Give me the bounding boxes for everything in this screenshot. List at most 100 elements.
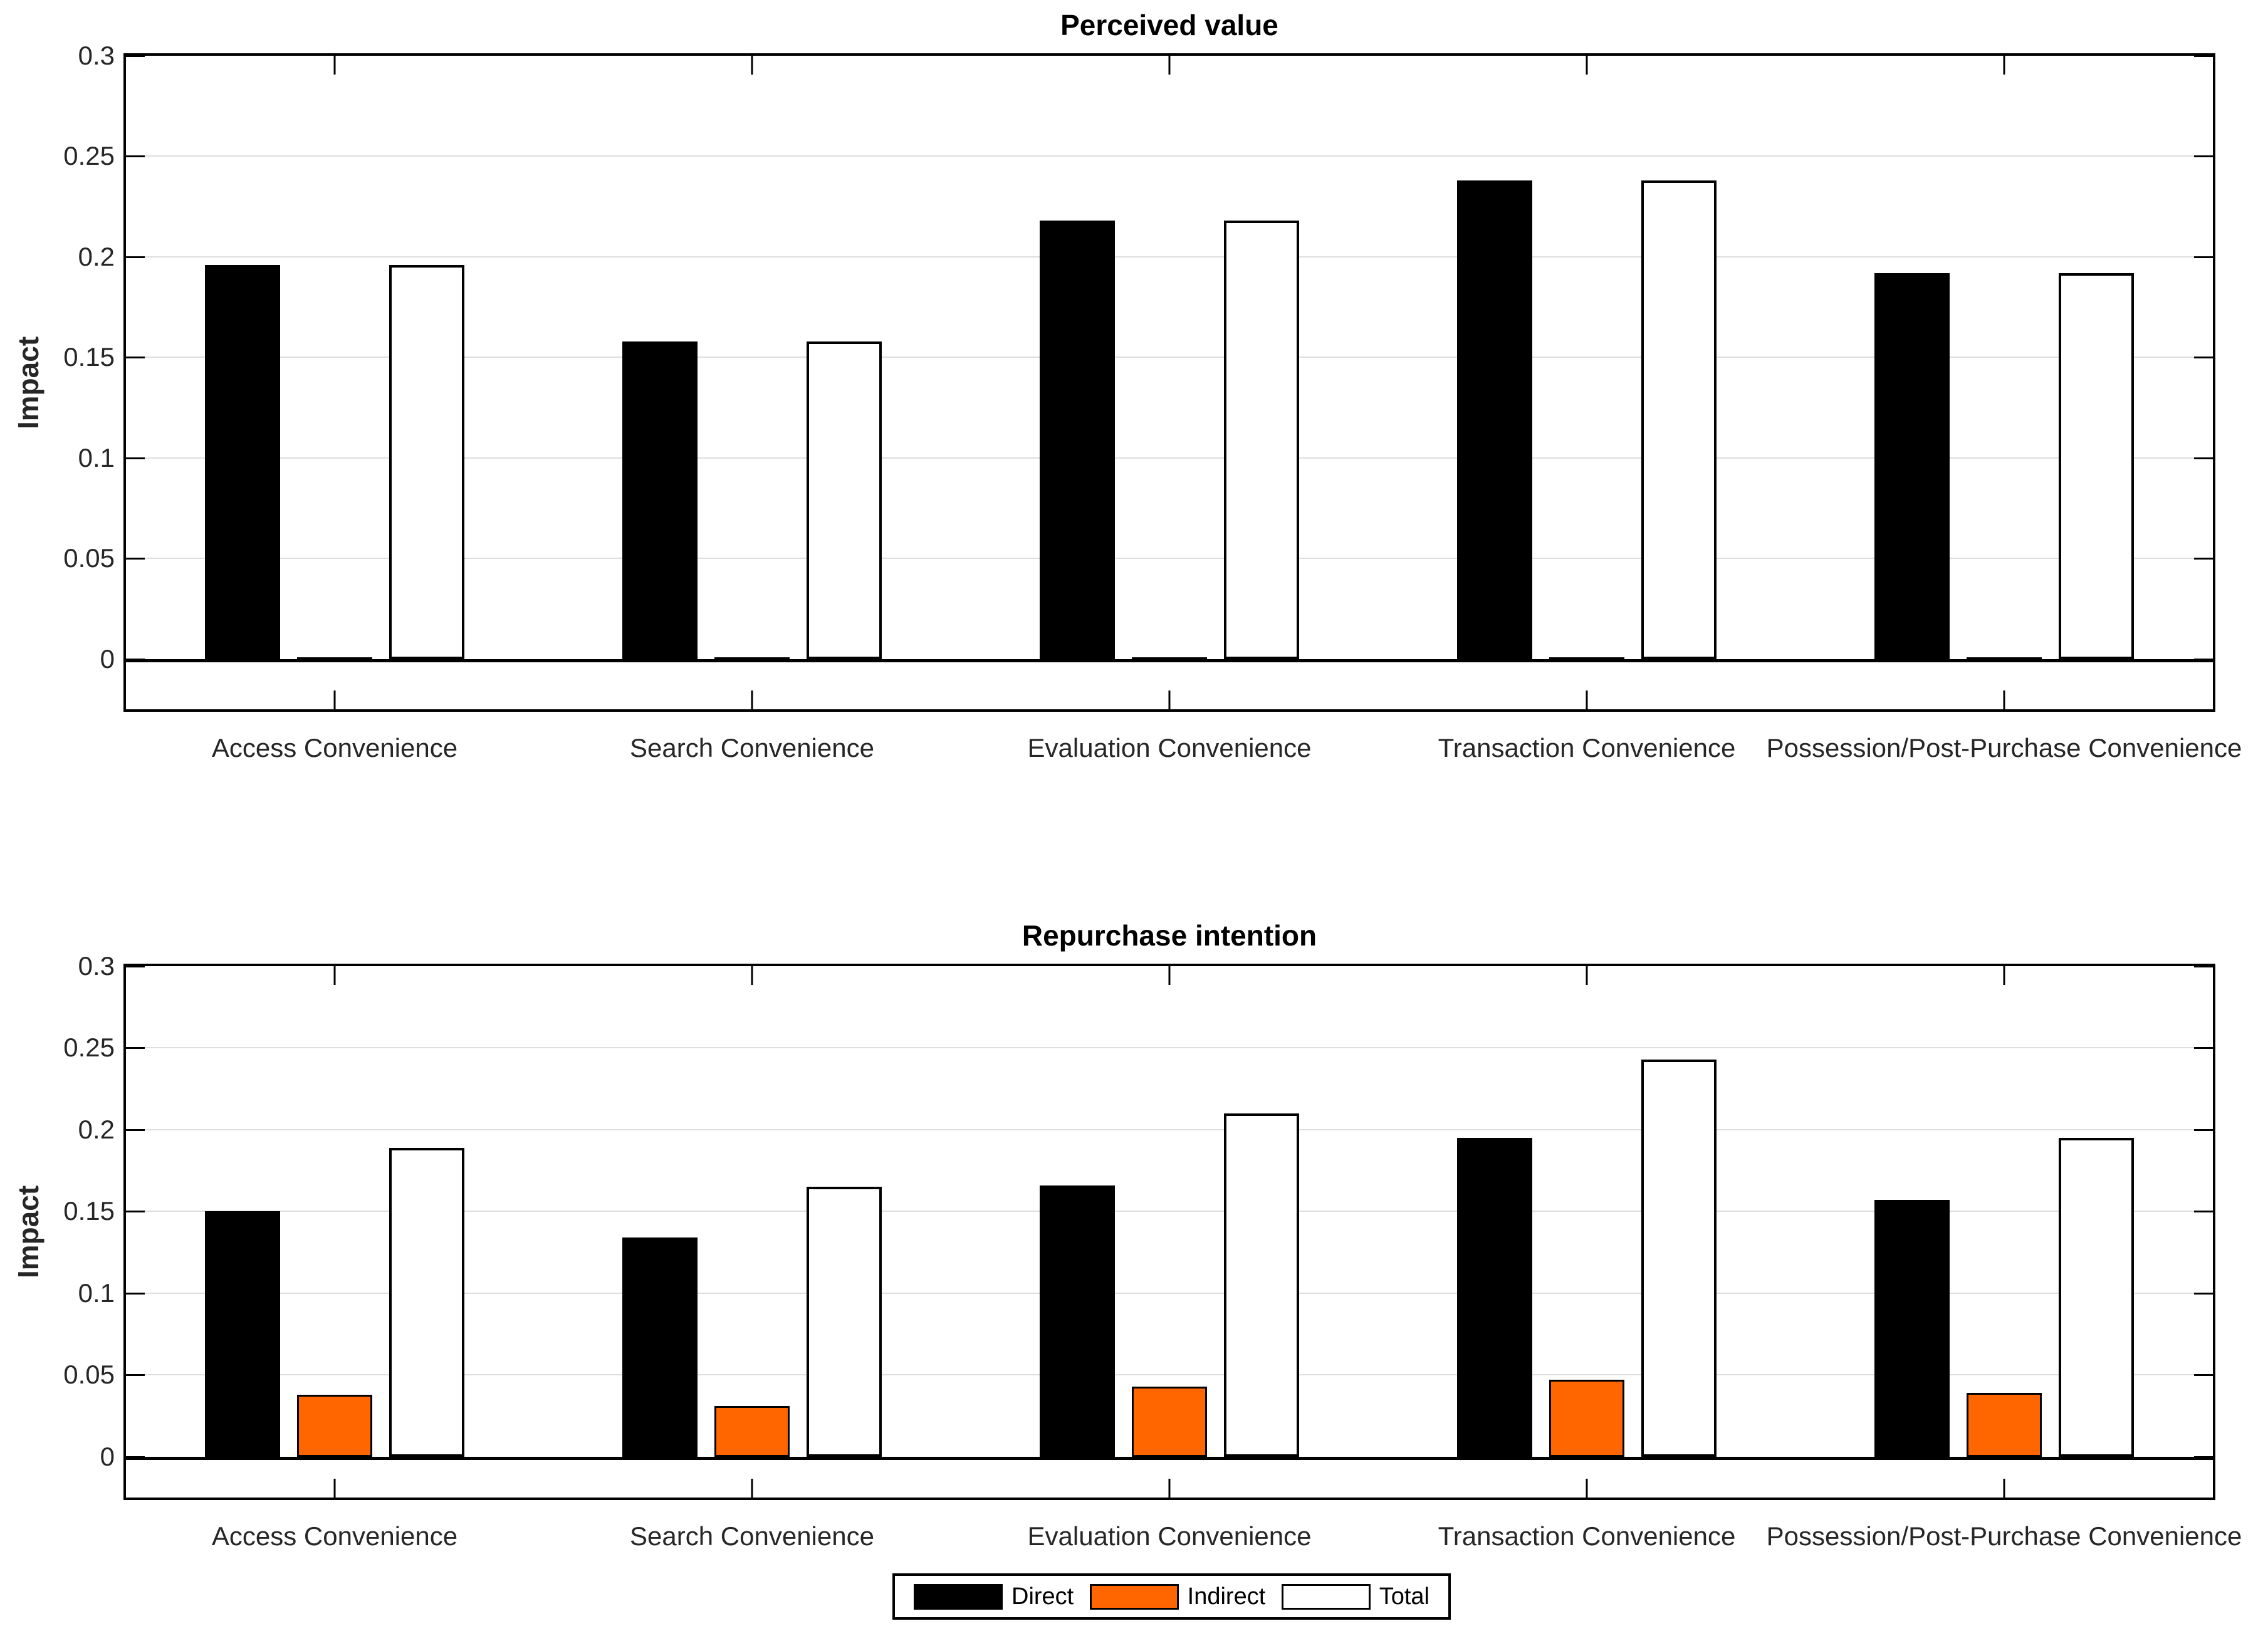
legend-label: Total (1379, 1583, 1429, 1610)
bar-total (807, 1187, 882, 1457)
x-tick-mark (333, 966, 336, 985)
x-tick-mark (1168, 690, 1171, 709)
y-tick-mark (2194, 457, 2213, 459)
bar-indirect (297, 1394, 372, 1457)
x-tick-label: Search Convenience (630, 1521, 874, 1551)
y-tick-mark (2194, 1047, 2213, 1050)
chart-perceived-value: Perceived value Impact 0 0.05 0.1 0.15 0.2 0.… (12, 9, 2242, 763)
y-axis-label-wrap: Impact (9, 966, 47, 1498)
y-tick-mark (126, 1374, 145, 1377)
bar-direct (205, 1211, 280, 1457)
gridline (126, 1211, 2213, 1212)
bar-direct (205, 264, 280, 659)
bar-direct (1040, 1185, 1115, 1457)
y-tick-label: 0.2 (78, 241, 115, 271)
x-tick-mark (1586, 1479, 1588, 1498)
y-tick-label: 0 (100, 643, 115, 674)
x-tick-mark (333, 690, 336, 709)
bar-total (1641, 180, 1717, 659)
y-tick-label: 0.3 (78, 951, 115, 981)
y-tick-mark (2194, 1374, 2213, 1377)
bar-total (1641, 1059, 1717, 1457)
y-tick-mark (2194, 558, 2213, 560)
x-tick-mark (1168, 966, 1171, 985)
x-tick-mark (751, 56, 753, 75)
legend-label: Direct (1011, 1583, 1074, 1610)
x-tick-mark (2003, 1479, 2005, 1498)
bar-total (389, 1147, 464, 1457)
x-tick-label: Access Convenience (211, 1521, 458, 1551)
y-tick-mark (126, 357, 145, 359)
x-tick-mark (1586, 966, 1588, 985)
x-tick-mark (1586, 690, 1588, 709)
bar-total (1224, 221, 1299, 659)
y-tick-label: 0.1 (78, 1278, 115, 1308)
bar-indirect (1967, 1393, 2042, 1457)
x-tick-mark (1586, 56, 1588, 75)
bar-total (2059, 273, 2134, 659)
indirect-swatch (1089, 1583, 1179, 1610)
bar-total (807, 341, 882, 659)
bar-total (389, 264, 464, 659)
y-tick-mark (126, 1128, 145, 1131)
bar-indirect (714, 657, 790, 661)
x-tick-mark (1168, 56, 1171, 75)
y-tick-label: 0.3 (78, 41, 115, 70)
bar-total (1224, 1113, 1299, 1457)
x-tick-label: Evaluation Convenience (1027, 733, 1312, 763)
x-tick-label: Access Convenience (211, 733, 458, 763)
y-tick-label: 0.05 (63, 1360, 115, 1390)
legend-item-indirect: Indirect (1089, 1583, 1265, 1610)
x-tick-mark (751, 966, 753, 985)
chart-title-perceived-value: Perceived value (1060, 9, 1278, 41)
y-tick-mark (2194, 256, 2213, 258)
y-tick-mark (126, 155, 145, 158)
total-swatch (1281, 1583, 1371, 1610)
gridline (126, 1128, 2213, 1130)
zero-baseline (126, 1456, 2213, 1460)
bar-direct (1457, 180, 1532, 659)
y-tick-mark (126, 558, 145, 560)
x-tick-mark (751, 1479, 753, 1498)
y-tick-mark (2194, 1292, 2213, 1295)
gridline (126, 1374, 2213, 1376)
x-tick-label: Search Convenience (630, 733, 874, 763)
bar-indirect (1132, 1386, 1207, 1457)
chart-title-repurchase-intention: Repurchase intention (1022, 919, 1317, 952)
gridline (126, 457, 2213, 459)
y-tick-mark (2194, 155, 2213, 158)
x-tick-label: Transaction Convenience (1438, 1521, 1736, 1551)
legend: Direct Indirect Total (892, 1573, 1451, 1620)
y-tick-label: 0.15 (63, 1196, 115, 1226)
y-tick-label: 0.05 (63, 543, 115, 573)
y-tick-label: 0.25 (63, 141, 115, 171)
y-axis-label-wrap: Impact (9, 56, 47, 709)
y-tick-mark (126, 256, 145, 258)
x-tick-mark (751, 690, 753, 709)
direct-swatch (914, 1583, 1003, 1610)
x-tick-mark (2003, 690, 2005, 709)
bar-indirect (1132, 657, 1207, 661)
gridline (126, 558, 2213, 560)
gridline (126, 1292, 2213, 1294)
x-tick-label: Evaluation Convenience (1027, 1521, 1312, 1551)
gridline (126, 1047, 2213, 1049)
bar-indirect (1549, 1380, 1624, 1457)
y-tick-mark (2194, 1211, 2213, 1213)
y-tick-mark (2194, 55, 2213, 57)
y-tick-label: 0.15 (63, 342, 115, 372)
y-tick-mark (126, 966, 145, 967)
chart-repurchase-intention: Repurchase intention Impact 0 0.05 0.1 0.15… (12, 919, 2242, 1551)
y-tick-mark (2194, 966, 2213, 967)
bar-direct (1457, 1137, 1532, 1457)
bar-indirect (297, 657, 372, 661)
y-axis-label: Impact (12, 336, 45, 429)
y-axis-label: Impact (12, 1185, 45, 1279)
y-tick-label: 0.25 (63, 1033, 115, 1063)
y-tick-mark (126, 1292, 145, 1295)
bar-direct (1874, 1200, 1950, 1457)
y-tick-mark (126, 457, 145, 459)
legend-item-direct: Direct (914, 1583, 1074, 1610)
x-tick-label: Possession/Post-Purchase Convenience (1766, 733, 2242, 763)
x-tick-label: Possession/Post-Purchase Convenience (1766, 1521, 2242, 1551)
